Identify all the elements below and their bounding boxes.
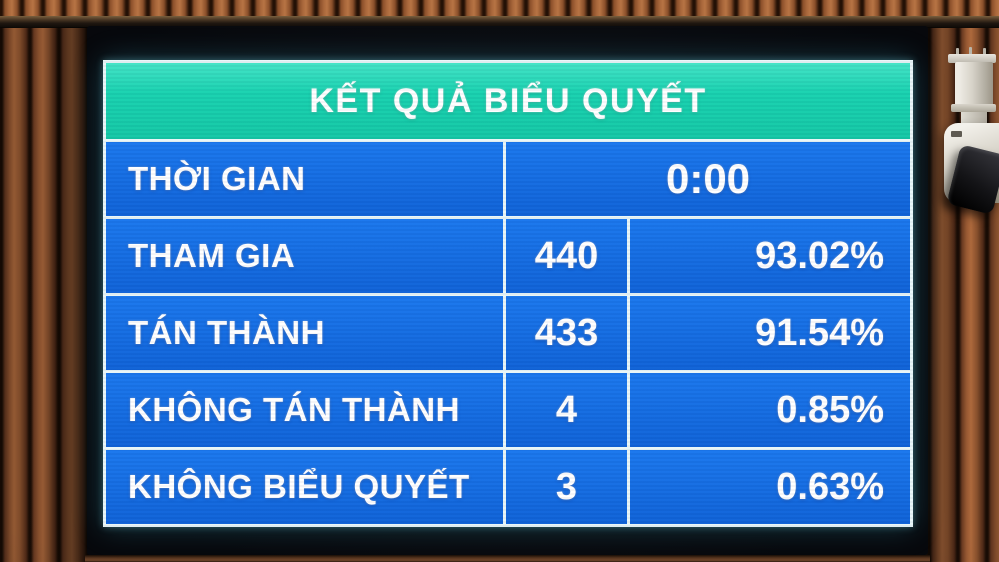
wall-trim-rail xyxy=(0,16,999,28)
row-count-participated: 440 xyxy=(506,219,627,293)
wood-wall-upper-ribs xyxy=(0,0,999,16)
camera-bracket-flange xyxy=(951,104,996,112)
camera-mount-pin xyxy=(983,48,986,56)
camera-body-vent xyxy=(951,131,962,137)
row-count-disapprove: 4 xyxy=(506,373,627,447)
camera-bracket xyxy=(955,62,993,108)
row-label-approve: TÁN THÀNH xyxy=(106,296,503,370)
screen-bottom-sill xyxy=(85,555,930,562)
row-percent-disapprove: 0.85% xyxy=(630,373,910,447)
row-percent-abstain: 0.63% xyxy=(630,450,910,524)
board-title: KẾT QUẢ BIỂU QUYẾT xyxy=(106,63,910,139)
camera-mount-pin xyxy=(956,48,959,56)
row-value-time: 0:00 xyxy=(506,142,910,216)
camera-mount-plate xyxy=(948,54,996,63)
row-percent-approve: 91.54% xyxy=(630,296,910,370)
camera-neck xyxy=(961,112,987,124)
row-count-abstain: 3 xyxy=(506,450,627,524)
row-label-abstain: KHÔNG BIỂU QUYẾT xyxy=(106,450,503,524)
row-label-time: THỜI GIAN xyxy=(106,142,503,216)
row-percent-participated: 93.02% xyxy=(630,219,910,293)
voting-results-board: KẾT QUẢ BIỂU QUYẾT THỜI GIAN 0:00 THAM G… xyxy=(103,60,913,527)
row-count-approve: 433 xyxy=(506,296,627,370)
camera-mount-pin xyxy=(969,47,972,55)
row-label-participated: THAM GIA xyxy=(106,219,503,293)
row-label-disapprove: KHÔNG TÁN THÀNH xyxy=(106,373,503,447)
